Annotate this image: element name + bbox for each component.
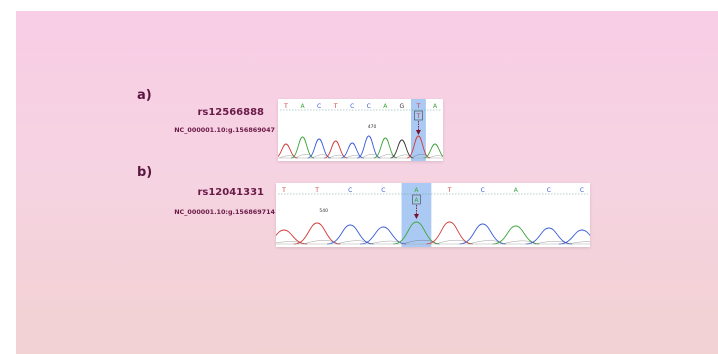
chrom-b-peak <box>327 224 374 245</box>
chrom-b-secondary-trace <box>336 240 372 245</box>
chromatogram-a: T A C T C C A G T A T 470 <box>278 99 443 161</box>
panel-b-hgvs: NC_000001.10:g.156869714 <box>174 208 275 216</box>
chrom-a-secondary-trace <box>295 154 314 159</box>
chrom-a-base-label: A <box>383 103 388 110</box>
chrom-a-secondary-trace <box>427 155 443 159</box>
chrom-b-base-label: T <box>314 187 319 194</box>
chrom-a-peak <box>357 135 381 159</box>
chrom-b-peak <box>393 221 440 245</box>
chrom-a-secondary-trace <box>394 154 413 159</box>
chrom-a-peak <box>307 138 331 159</box>
chrom-a-peak <box>390 139 414 159</box>
chrom-a-base-label: C <box>367 103 371 110</box>
chrom-a-call-box <box>414 110 423 121</box>
chrom-a-secondary-trace <box>278 155 297 159</box>
chrom-a-secondary-trace <box>361 153 380 159</box>
chrom-b-call-box <box>412 194 421 205</box>
chrom-b-position-label: 540 <box>319 208 328 214</box>
chromatogram-b: T T C C A T C A C C A 540 <box>276 183 590 247</box>
panel-a-hgvs: NC_000001.10:g.156869047 <box>174 126 275 134</box>
chrom-a-secondary-trace <box>328 154 347 159</box>
panel-b-letter: b) <box>137 165 153 180</box>
chrom-a-base-label: T <box>283 103 288 110</box>
chrom-b-secondary-trace <box>303 240 339 245</box>
chrom-b-secondary-trace <box>276 241 305 245</box>
chrom-a-arrow-head <box>415 130 421 135</box>
chrom-a-peak <box>340 142 364 159</box>
panel-a-letter: a) <box>137 88 152 103</box>
chrom-b-peak <box>525 227 573 245</box>
chrom-a-secondary-trace <box>378 154 396 159</box>
panel-a-snp-id: rs12566888 <box>197 107 264 118</box>
chrom-a-base-label: C <box>317 103 321 110</box>
chrom-a-position-label: 470 <box>368 124 377 130</box>
chrom-b-base-label: C <box>381 187 385 194</box>
chrom-b-secondary-trace <box>435 239 471 245</box>
chrom-b-base-label: C <box>580 187 584 194</box>
chrom-b-secondary-trace <box>468 240 504 245</box>
chrom-a-call-box-label: T <box>416 113 421 120</box>
chrom-a-peak <box>278 143 298 159</box>
chrom-b-base-label: C <box>348 187 352 194</box>
chrom-a-peak <box>423 143 443 159</box>
chrom-b-peak <box>492 225 539 245</box>
chrom-b-base-label: C <box>547 187 551 194</box>
chrom-b-base-label: A <box>514 187 519 194</box>
chrom-b-peak <box>558 229 590 245</box>
chrom-b-base-label: T <box>281 187 286 194</box>
chrom-b-secondary-trace <box>568 241 590 245</box>
chrom-b-secondary-trace <box>402 239 438 245</box>
chrom-b-base-label: C <box>481 187 485 194</box>
chrom-a-base-label: A <box>433 103 438 110</box>
chrom-b-secondary-trace <box>534 241 570 245</box>
chrom-b-base-label: T <box>447 187 452 194</box>
chrom-a-base-label: G <box>400 103 405 110</box>
chrom-a-base-label: C <box>350 103 354 110</box>
chrom-a-base-label: A <box>301 103 306 110</box>
chrom-b-peak <box>360 226 407 245</box>
chromatogram-a-plot: T A C T C C A G T A T 470 <box>278 99 443 161</box>
chrom-a-base-label: T <box>333 103 338 110</box>
chrom-a-secondary-trace <box>312 154 330 159</box>
chrom-a-secondary-trace <box>345 155 363 159</box>
chrom-a-peak <box>323 140 348 159</box>
chrom-a-base-label: T <box>416 103 421 110</box>
chrom-b-peak <box>276 229 308 245</box>
chrom-b-peak <box>426 221 473 245</box>
panel-b-snp-id: rs12041331 <box>197 187 264 198</box>
chrom-b-base-label: A <box>414 187 419 194</box>
chrom-b-peak <box>459 223 506 245</box>
chrom-b-peak <box>293 222 341 245</box>
slide-background <box>16 11 718 354</box>
chrom-a-secondary-trace <box>411 153 430 159</box>
chrom-b-call-box-label: A <box>414 197 419 204</box>
chrom-b-secondary-trace <box>501 240 537 245</box>
chrom-b-arrow-head <box>413 214 419 219</box>
chrom-a-peak <box>406 135 431 159</box>
chromatogram-b-plot: T T C C A T C A C C A 540 <box>276 183 590 247</box>
chrom-a-peak <box>373 137 398 159</box>
chrom-b-secondary-trace <box>369 240 405 245</box>
chrom-a-peak <box>290 136 315 159</box>
